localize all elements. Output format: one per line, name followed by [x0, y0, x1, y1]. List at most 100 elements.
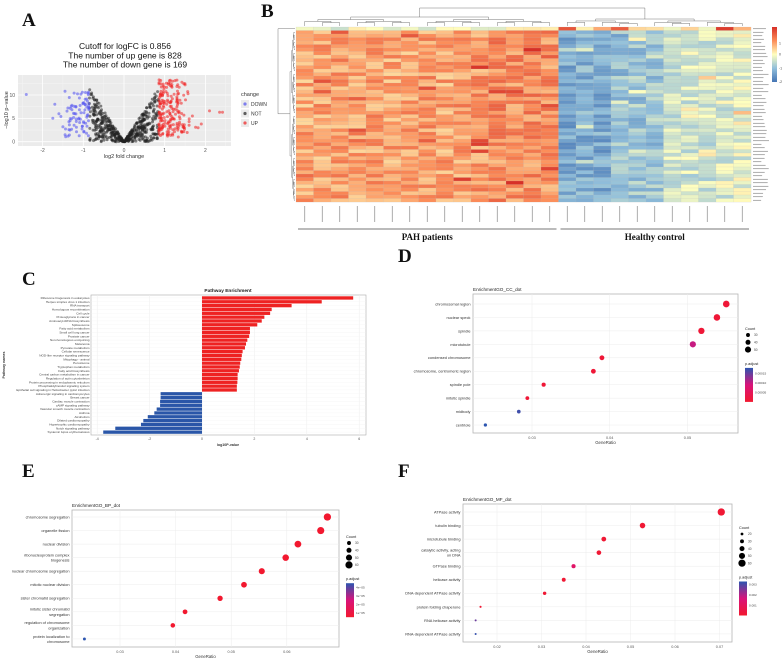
pathway-bar	[202, 372, 238, 377]
heatmap-cell	[313, 79, 332, 84]
heatmap-cell	[540, 124, 559, 129]
heatmap-cell	[470, 75, 489, 80]
term-label: protein localization to	[33, 634, 70, 639]
heatmap-cell	[663, 128, 682, 133]
heatmap-cell	[348, 79, 367, 84]
heatmap-cell	[575, 54, 594, 59]
row-dendrogram-branch	[293, 67, 295, 71]
pathway-label: Breast cancer	[70, 396, 89, 400]
heatmap-cell	[453, 110, 472, 115]
heatmap-cell	[453, 40, 472, 45]
heatmap-cell	[330, 194, 349, 199]
heatmap-cell	[400, 145, 419, 150]
heatmap-cell	[610, 89, 629, 94]
heatmap-cell	[400, 54, 419, 59]
not-changed-gene-point	[140, 137, 144, 141]
heatmap-cell	[558, 79, 577, 84]
heatmap-cell	[313, 114, 332, 119]
heatmap-cell	[348, 100, 367, 105]
heatmap-cell	[330, 114, 349, 119]
up-gene-point	[183, 127, 186, 131]
heatmap-cell	[558, 131, 577, 136]
heatmap-cell	[313, 149, 332, 154]
heatmap-cell	[715, 93, 734, 98]
heatmap-cell	[540, 61, 559, 66]
heatmap-cell	[575, 68, 594, 73]
heatmap-cell	[295, 170, 314, 175]
term-label: biogenesis	[51, 558, 70, 563]
heatmap-cell	[575, 37, 594, 42]
not-changed-gene-point	[88, 110, 92, 114]
not-changed-gene-point	[137, 128, 141, 132]
term-label: organelle fission	[41, 528, 69, 533]
heatmap-cell	[470, 166, 489, 171]
heatmap-cell	[488, 93, 507, 98]
heatmap-cell	[698, 61, 717, 66]
up-gene-point	[161, 123, 165, 126]
heatmap-cell	[400, 159, 419, 164]
up-gene-point	[179, 101, 183, 105]
heatmap-cell	[540, 51, 559, 56]
heatmap-cell	[418, 159, 437, 164]
heatmap-cell	[400, 152, 419, 157]
heatmap-cell	[453, 47, 472, 52]
row-dendrogram-branch	[293, 182, 295, 187]
pathway-bar	[202, 311, 271, 315]
heatmap-cell	[698, 68, 717, 73]
heatmap-cell	[330, 30, 349, 35]
plot-area	[462, 503, 733, 643]
heatmap-cell	[470, 100, 489, 105]
heatmap-cell	[680, 117, 699, 122]
heatmap-cell	[733, 124, 752, 129]
go-term-dot	[474, 619, 477, 622]
heatmap-cell	[313, 86, 332, 91]
heatmap-cell	[330, 61, 349, 66]
heatmap-cell	[330, 44, 349, 49]
heatmap-cell	[628, 100, 647, 105]
heatmap-cell	[523, 79, 542, 84]
heatmap-cell	[418, 173, 437, 178]
heatmap-cell	[365, 191, 384, 196]
heatmap-cell	[733, 128, 752, 133]
not-changed-gene-point	[132, 131, 136, 135]
heatmap-cell	[628, 61, 647, 66]
heatmap-cell	[575, 117, 594, 122]
legend-title: change	[241, 92, 259, 98]
heatmap-cell	[313, 117, 332, 122]
heatmap-cell	[435, 33, 454, 38]
term-label: ribonucleoprotein complex	[24, 552, 69, 557]
heatmap-cell	[488, 51, 507, 56]
heatmap-cell	[645, 159, 664, 164]
heatmap-cell	[715, 110, 734, 115]
heatmap-cell	[330, 89, 349, 94]
size-legend-dot	[746, 333, 750, 337]
heatmap-cell	[383, 110, 402, 115]
heatmap-cell	[453, 72, 472, 77]
not-changed-gene-point	[88, 88, 92, 92]
heatmap-cell	[698, 114, 717, 119]
heatmap-cell	[365, 51, 384, 56]
heatmap-cell	[558, 163, 577, 168]
not-changed-gene-point	[123, 139, 127, 143]
row-dendrogram-branch	[293, 130, 295, 134]
heatmap-cell	[453, 107, 472, 112]
down-gene-point	[63, 133, 67, 137]
heatmap-cell	[400, 166, 419, 171]
x-tick-label: 4	[306, 437, 308, 441]
row-dendrogram-branch	[293, 74, 295, 80]
heatmap-cell	[470, 72, 489, 77]
heatmap-cell	[610, 166, 629, 171]
heatmap-cell	[540, 93, 559, 98]
heatmap-cell	[733, 152, 752, 157]
row-dendrogram-branch	[293, 109, 295, 113]
heatmap-cell	[365, 152, 384, 157]
heatmap-cell	[418, 79, 437, 84]
heatmap-cell	[295, 86, 314, 91]
term-label: spindle	[458, 328, 470, 333]
row-dendrogram-branch	[293, 158, 295, 164]
heatmap-cell	[313, 166, 332, 171]
up-gene-point	[171, 110, 175, 114]
heatmap-cell	[435, 40, 454, 45]
heatmap-cell	[715, 180, 734, 185]
heatmap-cell	[715, 68, 734, 73]
